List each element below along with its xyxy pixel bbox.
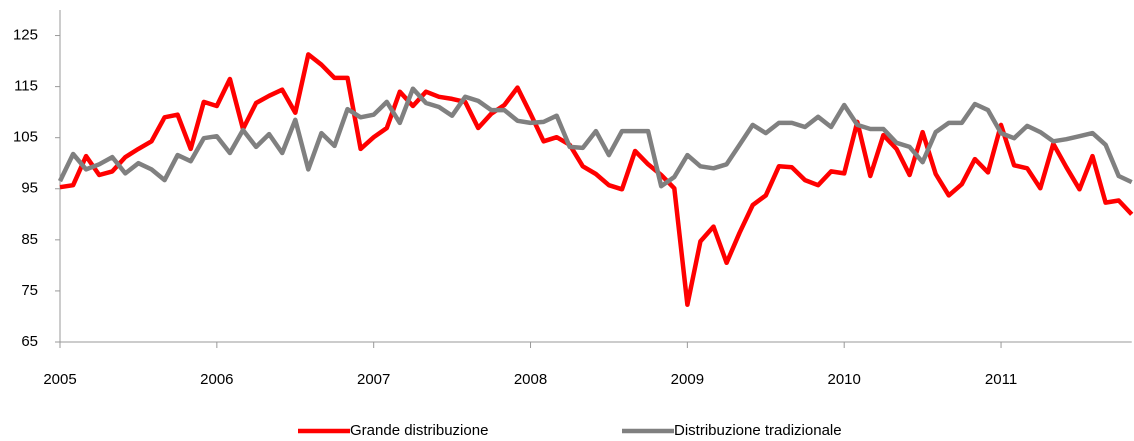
series-line	[59, 52, 1134, 307]
x-tick-label: 2009	[671, 371, 704, 388]
y-tick-label: 85	[21, 231, 38, 248]
x-tick-label: 2005	[43, 371, 76, 388]
y-tick-label: 125	[13, 27, 38, 44]
x-tick-label: 2006	[200, 371, 233, 388]
x-tick-label: 2008	[514, 371, 547, 388]
legend-label: Grande distribuzione	[350, 422, 488, 439]
y-tick-label: 105	[13, 129, 38, 146]
x-tick-label: 2007	[357, 371, 390, 388]
y-tick-label: 75	[21, 282, 38, 299]
series-line	[57, 86, 1133, 189]
y-tick-label: 95	[21, 180, 38, 197]
x-tick-label: 2010	[828, 371, 861, 388]
x-tick-label: 2011	[985, 371, 1017, 388]
legend-label: Distribuzione tradizionale	[674, 422, 842, 439]
y-tick-label: 65	[21, 333, 38, 350]
y-tick-label: 115	[14, 78, 38, 95]
